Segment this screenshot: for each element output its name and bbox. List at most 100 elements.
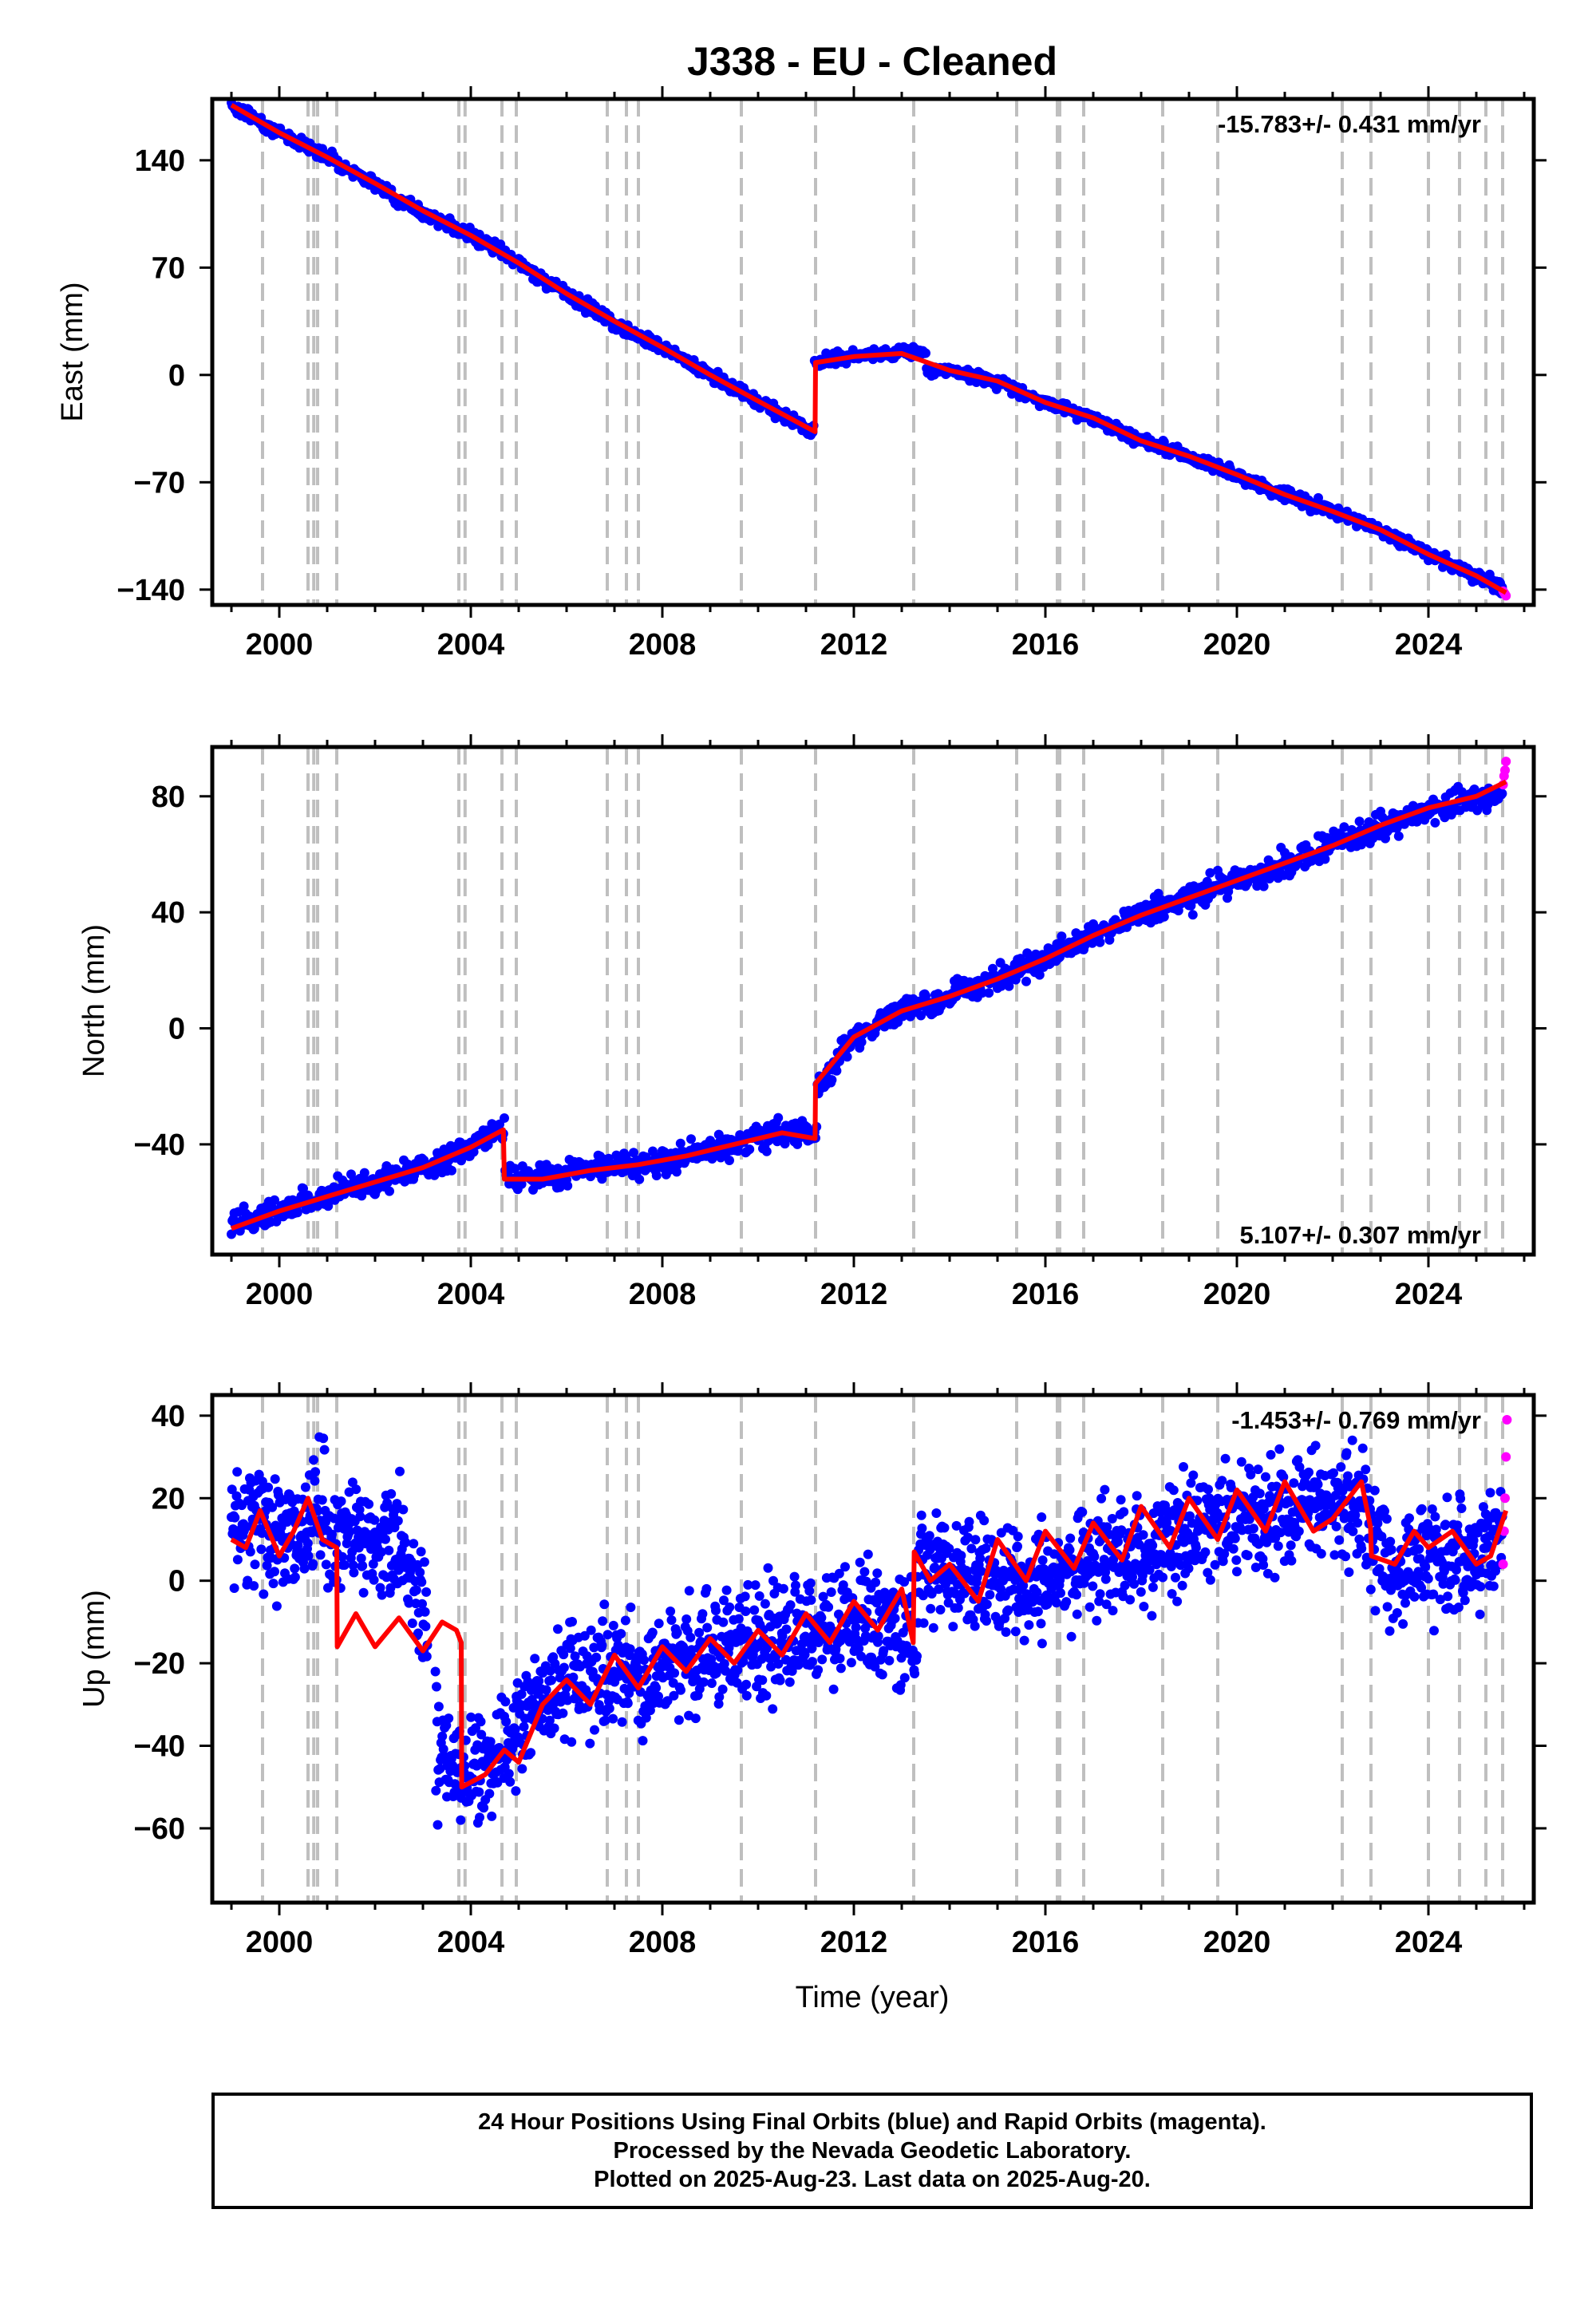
final-orbit-point [879, 1646, 889, 1656]
final-orbit-point [1310, 1441, 1321, 1451]
final-orbit-point [711, 1606, 721, 1615]
final-orbit-point [1203, 1567, 1213, 1578]
final-orbit-point [626, 1603, 636, 1612]
final-orbit-point [817, 1654, 828, 1665]
final-orbit-point [966, 1543, 977, 1554]
final-orbit-point [568, 1672, 579, 1682]
final-orbit-point [1010, 1626, 1021, 1637]
final-orbit-point [1036, 1618, 1046, 1629]
final-orbit-point [877, 1670, 887, 1680]
final-orbit-point [559, 1662, 569, 1673]
final-orbit-point [1336, 1462, 1346, 1472]
final-orbit-point [855, 1557, 865, 1567]
final-orbit-point [1037, 1638, 1047, 1649]
final-orbit-point [250, 1559, 260, 1570]
final-orbit-point [1158, 1572, 1168, 1583]
final-orbit-point [718, 1617, 729, 1627]
final-orbit-point [918, 1618, 929, 1628]
final-orbit-point [910, 1669, 920, 1679]
final-orbit-point [382, 1498, 393, 1508]
final-orbit-point [404, 1598, 414, 1608]
final-orbit-point [981, 1543, 991, 1553]
final-orbit-point [959, 1588, 970, 1599]
final-orbit-point [1361, 1464, 1371, 1475]
final-orbit-point [784, 1677, 795, 1687]
final-orbit-point [290, 1563, 300, 1574]
final-orbit-point [1341, 1551, 1351, 1562]
final-orbit-point [780, 1654, 791, 1665]
final-orbit-point [270, 1474, 280, 1484]
plot-frame [210, 97, 1536, 607]
final-orbit-point [1139, 1602, 1149, 1611]
final-orbit-point [358, 1587, 369, 1598]
final-orbit-point [1286, 1555, 1297, 1566]
final-orbit-point [672, 1627, 682, 1638]
final-orbit-point [681, 1614, 692, 1624]
final-orbit-point [873, 1631, 883, 1642]
final-orbit-point [1100, 1574, 1111, 1584]
final-orbit-point [1385, 1626, 1395, 1636]
final-orbit-point [249, 1223, 259, 1234]
east-panel: 2000 2004 2008 2012 2016 2020 2024140700−70−14… [56, 86, 1547, 662]
final-orbit-point [859, 1567, 870, 1577]
final-orbit-point [813, 1665, 824, 1675]
final-orbit-point [1119, 1507, 1129, 1517]
final-orbit-point [854, 1643, 864, 1654]
final-orbit-point [317, 1495, 327, 1505]
final-orbit-point [789, 1571, 800, 1582]
final-orbit-point [1021, 976, 1031, 986]
final-orbit-point [1337, 1486, 1348, 1496]
final-orbit-point [717, 1684, 728, 1694]
final-orbit-point [1382, 1602, 1393, 1612]
final-orbit-point [1248, 1524, 1258, 1534]
final-orbit-point [271, 1601, 282, 1611]
final-orbit-point [558, 1708, 568, 1718]
final-orbit-point [1065, 1533, 1076, 1543]
final-orbit-point [827, 1075, 837, 1085]
final-orbit-point [230, 1512, 240, 1523]
final-orbit-point [345, 1527, 355, 1537]
final-orbit-point [565, 1643, 575, 1654]
final-orbit-point [778, 1583, 788, 1594]
final-orbit-point [943, 1598, 954, 1608]
final-orbit-point [257, 1476, 267, 1487]
final-orbit-point [1278, 1472, 1289, 1482]
final-orbit-point [1423, 1574, 1433, 1584]
final-orbit-point [935, 1605, 946, 1614]
final-orbit-point [1057, 931, 1067, 942]
final-orbit-point [1205, 868, 1215, 878]
final-orbit-point [754, 1591, 764, 1601]
final-orbit-point [1286, 1540, 1296, 1551]
final-orbit-point [579, 1630, 590, 1641]
x-tick-label: 2008 [629, 1278, 697, 1311]
final-orbit-point [549, 1723, 559, 1733]
final-orbit-point [386, 1488, 397, 1499]
final-orbit-point [505, 1777, 516, 1787]
final-orbit-point [1293, 1455, 1303, 1465]
final-orbit-point [666, 1607, 676, 1616]
final-orbit-point [318, 1433, 329, 1444]
final-orbit-point [364, 1499, 374, 1509]
final-orbit-point [1254, 1488, 1265, 1499]
final-orbit-point [1226, 1482, 1236, 1492]
final-orbit-point [323, 1201, 334, 1211]
final-orbit-point [763, 1563, 773, 1573]
x-tick-label: 2020 [1203, 1278, 1271, 1311]
final-orbit-point [1386, 1585, 1396, 1595]
final-orbit-point [1183, 1563, 1194, 1574]
final-orbit-point [319, 1445, 330, 1455]
final-orbit-point [376, 1547, 386, 1557]
final-orbit-point [836, 1663, 846, 1674]
final-orbit-point [977, 988, 987, 998]
final-orbit-point [411, 1585, 421, 1595]
final-orbit-point [1377, 1531, 1387, 1542]
x-tick-label: 2024 [1395, 628, 1463, 662]
y-axis-label: North (mm) [77, 924, 111, 1077]
final-orbit-point [982, 1599, 992, 1610]
final-orbit-point [641, 1713, 651, 1723]
final-orbit-point [807, 1643, 817, 1654]
final-orbit-point [824, 1602, 834, 1612]
final-orbit-point [608, 1713, 618, 1724]
final-orbit-point [484, 1788, 495, 1799]
final-orbit-point [899, 1577, 910, 1587]
